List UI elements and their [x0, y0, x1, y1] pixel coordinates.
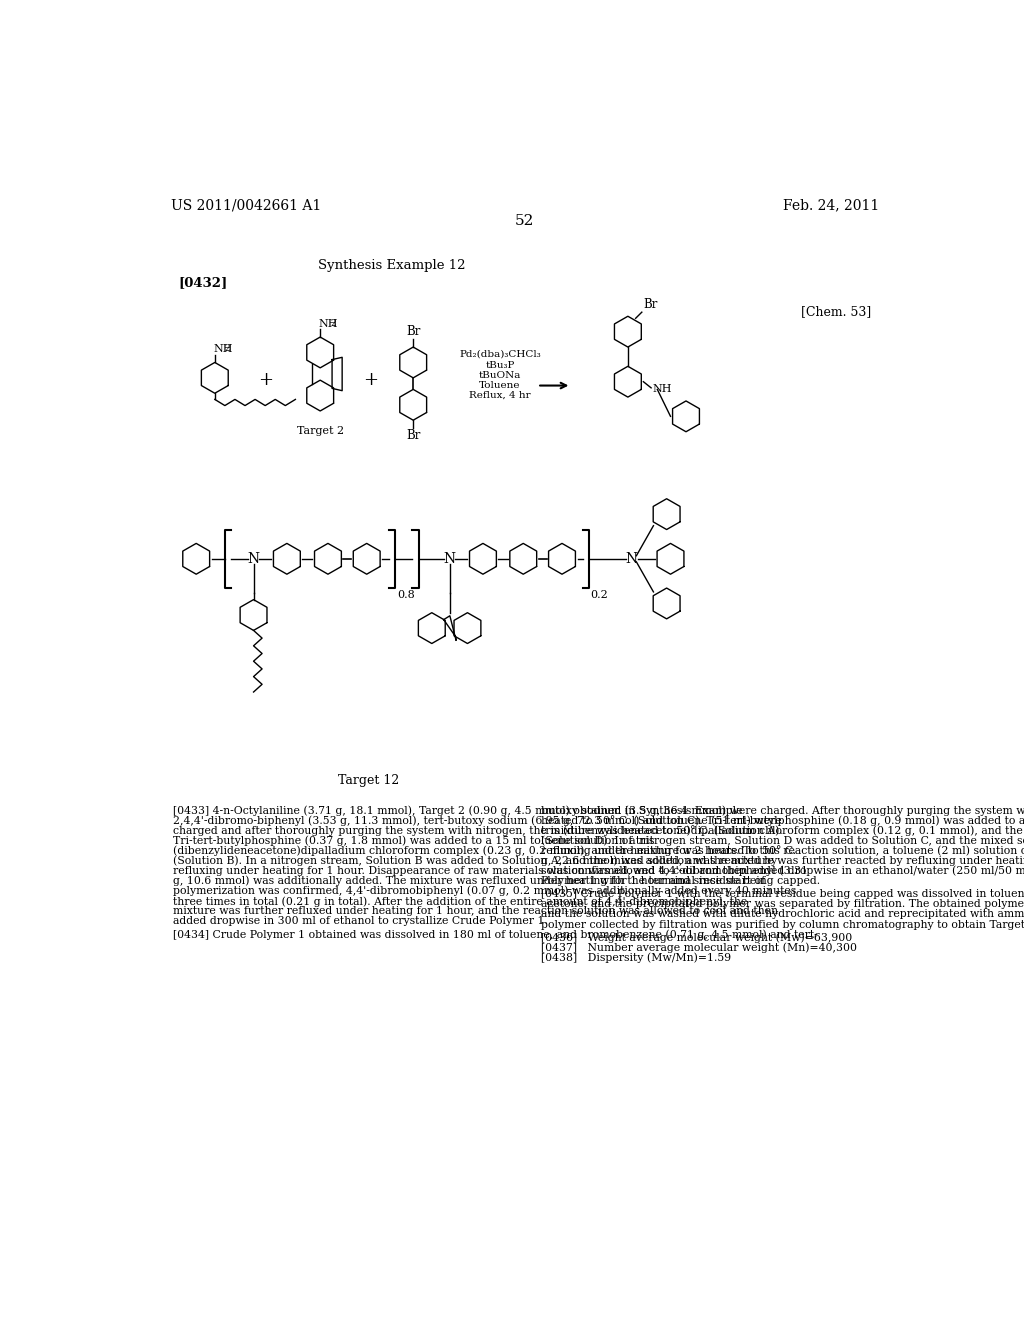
- Text: [0434] Crude Polymer 1 obtained was dissolved in 180 ml of toluene, and bromoben: [0434] Crude Polymer 1 obtained was diss…: [173, 929, 818, 940]
- Text: Polymer 1 with the terminal residue being capped.: Polymer 1 with the terminal residue bein…: [541, 875, 820, 886]
- Text: charged and after thoroughly purging the system with nitrogen, the mixture was h: charged and after thoroughly purging the…: [173, 825, 782, 837]
- Text: N: N: [443, 552, 456, 566]
- Text: [0432]: [0432]: [178, 276, 227, 289]
- Text: NH: NH: [213, 345, 232, 354]
- Text: [0436]   Weight average molecular weight (Mw)=63,900: [0436] Weight average molecular weight (…: [541, 932, 852, 942]
- Text: and the solution was washed with dilute hydrochloric acid and reprecipitated wit: and the solution was washed with dilute …: [541, 909, 1024, 919]
- Text: 0.8: 0.8: [397, 590, 415, 599]
- Text: Br: Br: [406, 325, 421, 338]
- Text: +: +: [364, 371, 378, 389]
- Text: 2: 2: [331, 319, 336, 327]
- Text: heated to 50° C. (Solution C). Tri-tert-butylphosphine (0.18 g, 0.9 mmol) was ad: heated to 50° C. (Solution C). Tri-tert-…: [541, 816, 1024, 826]
- Text: tBuONa: tBuONa: [479, 371, 521, 380]
- Text: solution was allowed to cool and then added dropwise in an ethanol/water (250 ml: solution was allowed to cool and then ad…: [541, 866, 1024, 876]
- Text: tBu₃P: tBu₃P: [485, 360, 515, 370]
- Text: N: N: [626, 552, 638, 566]
- Text: [0435] Crude Polymer 1 with the terminal residue being capped was dissolved in t: [0435] Crude Polymer 1 with the terminal…: [541, 888, 1024, 899]
- Text: (Solution B). In a nitrogen stream, Solution B was added to Solution A, and the : (Solution B). In a nitrogen stream, Solu…: [173, 855, 777, 866]
- Text: Br: Br: [643, 298, 657, 312]
- Text: [Chem. 53]: [Chem. 53]: [801, 305, 871, 318]
- Text: Pd₂(dba)₃CHCl₃: Pd₂(dba)₃CHCl₃: [459, 350, 541, 358]
- Text: (dibenzylideneacetone)dipalladium chloroform complex (0.23 g, 0.2 mmol), and the: (dibenzylideneacetone)dipalladium chloro…: [173, 846, 796, 857]
- Text: acetone, and the precipitated polymer was separated by filtration. The obtained : acetone, and the precipitated polymer wa…: [541, 899, 1024, 909]
- Text: US 2011/0042661 A1: US 2011/0042661 A1: [171, 198, 321, 213]
- Text: g, 22.6 mmol) was added, and the mixture was further reacted by refluxing under : g, 22.6 mmol) was added, and the mixture…: [541, 855, 1024, 866]
- Text: Toluene: Toluene: [479, 381, 521, 389]
- Text: Target 12: Target 12: [338, 775, 399, 788]
- Text: 52: 52: [515, 214, 535, 228]
- Text: Br: Br: [406, 429, 421, 442]
- Text: polymer collected by filtration was purified by column chromatography to obtain : polymer collected by filtration was puri…: [541, 919, 1024, 929]
- Text: g, 10.6 mmol) was additionally added. The mixture was refluxed under heating for: g, 10.6 mmol) was additionally added. Th…: [173, 875, 765, 886]
- Text: Feb. 24, 2011: Feb. 24, 2011: [782, 198, 879, 213]
- Text: 2,4,4'-dibromo-biphenyl (3.53 g, 11.3 mmol), tert-butoxy sodium (6.95 g, 72.3 mm: 2,4,4'-dibromo-biphenyl (3.53 g, 11.3 mm…: [173, 816, 781, 826]
- Text: added dropwise in 300 ml of ethanol to crystallize Crude Polymer 1.: added dropwise in 300 ml of ethanol to c…: [173, 916, 548, 927]
- Text: (Solution D). In a nitrogen stream, Solution D was added to Solution C, and the : (Solution D). In a nitrogen stream, Solu…: [541, 836, 1024, 846]
- Text: refluxing under heating for 1 hour. Disappearance of raw materials was confirmed: refluxing under heating for 1 hour. Disa…: [173, 866, 808, 876]
- Text: [0438]   Dispersity (Mw/Mn)=1.59: [0438] Dispersity (Mw/Mn)=1.59: [541, 953, 731, 964]
- Text: NH: NH: [318, 318, 338, 329]
- Text: NH: NH: [652, 384, 672, 393]
- Text: 0.2: 0.2: [591, 590, 608, 599]
- Text: Tri-tert-butylphosphine (0.37 g, 1.8 mmol) was added to a 15 ml toluene solution: Tri-tert-butylphosphine (0.37 g, 1.8 mmo…: [173, 836, 654, 846]
- Text: refluxing under heating for 2 hours. To this reaction solution, a toluene (2 ml): refluxing under heating for 2 hours. To …: [541, 846, 1024, 857]
- Text: butoxy sodium (3.5 g, 36.4 mmol) were charged. After thoroughly purging the syst: butoxy sodium (3.5 g, 36.4 mmol) were ch…: [541, 805, 1024, 816]
- Text: Reflux, 4 hr: Reflux, 4 hr: [469, 391, 530, 400]
- Text: tris (dibenzylideneacetone)dipalladium chloroform complex (0.12 g, 0.1 mmol), an: tris (dibenzylideneacetone)dipalladium c…: [541, 825, 1024, 837]
- Text: mixture was further refluxed under heating for 1 hour, and the reaction solution: mixture was further refluxed under heati…: [173, 906, 778, 916]
- Text: +: +: [258, 371, 273, 389]
- Text: polymerization was confirmed, 4,4'-dibromobiphenyl (0.07 g, 0.2 mmol) was additi: polymerization was confirmed, 4,4'-dibro…: [173, 886, 797, 896]
- Text: Target 2: Target 2: [297, 426, 344, 437]
- Text: three times in total (0.21 g in total). After the addition of the entire amount : three times in total (0.21 g in total). …: [173, 896, 748, 907]
- Text: N: N: [248, 552, 260, 566]
- Text: [0433] 4-n-Octylaniline (3.71 g, 18.1 mmol), Target 2 (0.90 g, 4.5 mmol) obtaine: [0433] 4-n-Octylaniline (3.71 g, 18.1 mm…: [173, 805, 742, 816]
- Text: Synthesis Example 12: Synthesis Example 12: [317, 259, 465, 272]
- Text: 2: 2: [225, 345, 230, 354]
- Text: [0437]   Number average molecular weight (Mn)=40,300: [0437] Number average molecular weight (…: [541, 942, 857, 953]
